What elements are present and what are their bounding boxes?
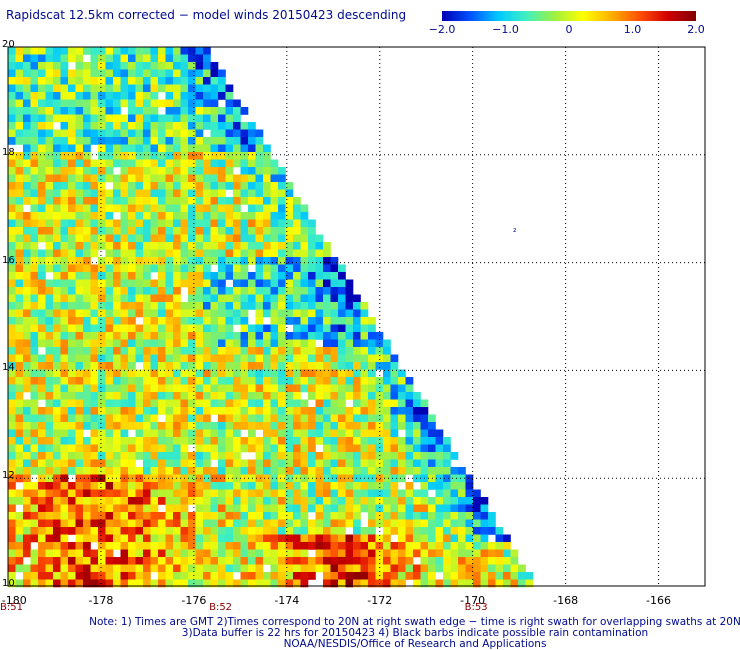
note-line-1: Note: 1) Times are GMT 2)Times correspon… (89, 616, 740, 628)
longitude-label: -176 (181, 594, 207, 607)
wind-cells (8, 47, 534, 588)
longitude-label: -180 (1, 594, 27, 607)
longitude-label: -172 (367, 594, 393, 607)
longitude-label: -168 (553, 594, 579, 607)
colorbar-tick-label: −2.0 (428, 23, 456, 36)
swath-time-label: B:52 (209, 602, 233, 613)
map-frame (7, 46, 706, 587)
longitude-label: -170 (460, 594, 486, 607)
note-line-2: 3)Data buffer is 22 hrs for 20150423 4) … (181, 627, 649, 639)
colorbar-tick-label: −1.0 (492, 23, 519, 36)
swath-time-label: B:53 (464, 602, 488, 613)
island-label: ₂ (513, 225, 517, 235)
latitude-label: 14 (2, 362, 15, 374)
colorbar-tick-label: 2.0 (687, 23, 705, 36)
note-line-3: NOAA/NESDIS/Office of Research and Appli… (283, 638, 547, 650)
latitude-label: 12 (2, 470, 15, 482)
longitude-label: -178 (88, 594, 114, 607)
latitude-label: 20 (2, 39, 15, 50)
swath-time-label: B:51 (0, 602, 23, 613)
latitude-label: 18 (2, 146, 15, 158)
colorbar-tick-label: 1.0 (623, 23, 642, 36)
latitude-label: 10 (2, 578, 15, 589)
colorbar (442, 11, 696, 21)
longitude-label: -166 (646, 594, 672, 607)
chart-title: Rapidscat 12.5km corrected − model winds… (6, 8, 407, 22)
lat-lon-grid (8, 47, 705, 586)
longitude-label: -174 (274, 594, 300, 607)
colorbar-tick-label: 0 (565, 23, 573, 36)
latitude-label: 16 (2, 254, 15, 266)
